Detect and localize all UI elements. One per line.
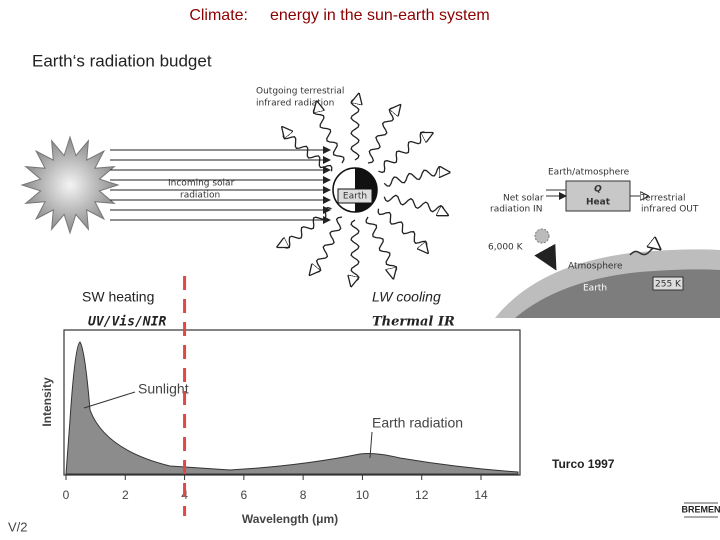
x-tick-label: 12: [415, 488, 429, 502]
earth-radiation-pointer: [369, 431, 373, 459]
outgoing-arrow: [383, 194, 448, 215]
header-label: Climate:: [189, 7, 248, 24]
lw-label: LW cooling: [372, 289, 441, 305]
outgoing-arrow: [377, 208, 428, 253]
plot-frame: [63, 329, 521, 476]
outgoing-label: Outgoing terrestrial: [256, 87, 344, 97]
outgoing-arrow: [351, 219, 360, 286]
source: Turco 1997: [552, 457, 615, 471]
box-heat: Heat: [586, 198, 611, 208]
net-in: Net solar: [503, 194, 544, 204]
box-title: Earth/atmosphere: [548, 168, 630, 178]
x-tick-label: 10: [356, 488, 370, 502]
earth-label-box: [337, 188, 373, 204]
outgoing-arrow: [350, 94, 359, 161]
sun: [20, 135, 120, 235]
x-label: Wavelength (μm): [242, 512, 338, 526]
incoming-label: Incoming solar: [168, 179, 235, 189]
temp-box: [652, 276, 684, 291]
small-sun: [534, 228, 550, 244]
outgoing-label: infrared radiation: [256, 99, 334, 109]
outgoing-arrow: [314, 102, 345, 164]
terr-out: Terrestrial: [640, 194, 686, 204]
x-tick-label: 2: [122, 488, 129, 502]
sunlight-label: Sunlight: [138, 381, 189, 397]
earth-radiation-label: Earth radiation: [372, 415, 463, 431]
x-tick-label: 6: [241, 488, 248, 502]
x-tick-label: 0: [63, 488, 70, 502]
heat-box: [565, 180, 631, 212]
page-number: V/2: [8, 519, 28, 534]
net-in: radiation IN: [490, 205, 542, 215]
outgoing-arrow: [378, 131, 433, 174]
incoming-label: radiation: [180, 191, 220, 201]
outgoing-arrow: [282, 127, 333, 172]
lw-band: Thermal IR: [372, 315, 455, 330]
outgoing-arrow: [383, 165, 449, 187]
outgoing-arrow: [367, 105, 400, 164]
atmosphere-label: Atmosphere: [568, 262, 623, 272]
x-tick-label: 8: [300, 488, 307, 502]
sunlight-pointer: [83, 391, 136, 409]
sw-band: UV/Vis/NIR: [88, 315, 166, 330]
earth-label: Earth: [583, 284, 607, 294]
sw-label: SW heating: [82, 289, 154, 305]
outgoing-arrow: [278, 206, 332, 249]
earth-label: Earth: [343, 192, 367, 202]
header-title: energy in the sun-earth system: [270, 7, 490, 24]
ir-arrow: [629, 247, 660, 256]
x-tick-label: 14: [474, 488, 488, 502]
spectrum-area: [65, 341, 519, 475]
outgoing-arrow: [310, 216, 343, 275]
subtitle: Earth‘s radiation budget: [32, 51, 212, 70]
x-axis: 02468101214: [63, 475, 488, 502]
sun-arrow: [534, 243, 557, 271]
terr-out: infrared OUT: [641, 205, 699, 215]
box-q: Q: [594, 185, 602, 195]
earth-temp: 255 K: [655, 280, 682, 290]
arrow-in: [546, 190, 566, 196]
logo: BREMEN: [681, 504, 720, 514]
radiation-diagram: Earth Incoming solar radiation Outgoing …: [20, 87, 449, 287]
outgoing-arrow: [365, 216, 396, 278]
budget-diagram: Atmosphere Earth 255 K Earth/atmosphere …: [488, 168, 720, 318]
y-label: Intensity: [40, 377, 54, 427]
sun-temp: 6,000 K: [488, 243, 524, 253]
